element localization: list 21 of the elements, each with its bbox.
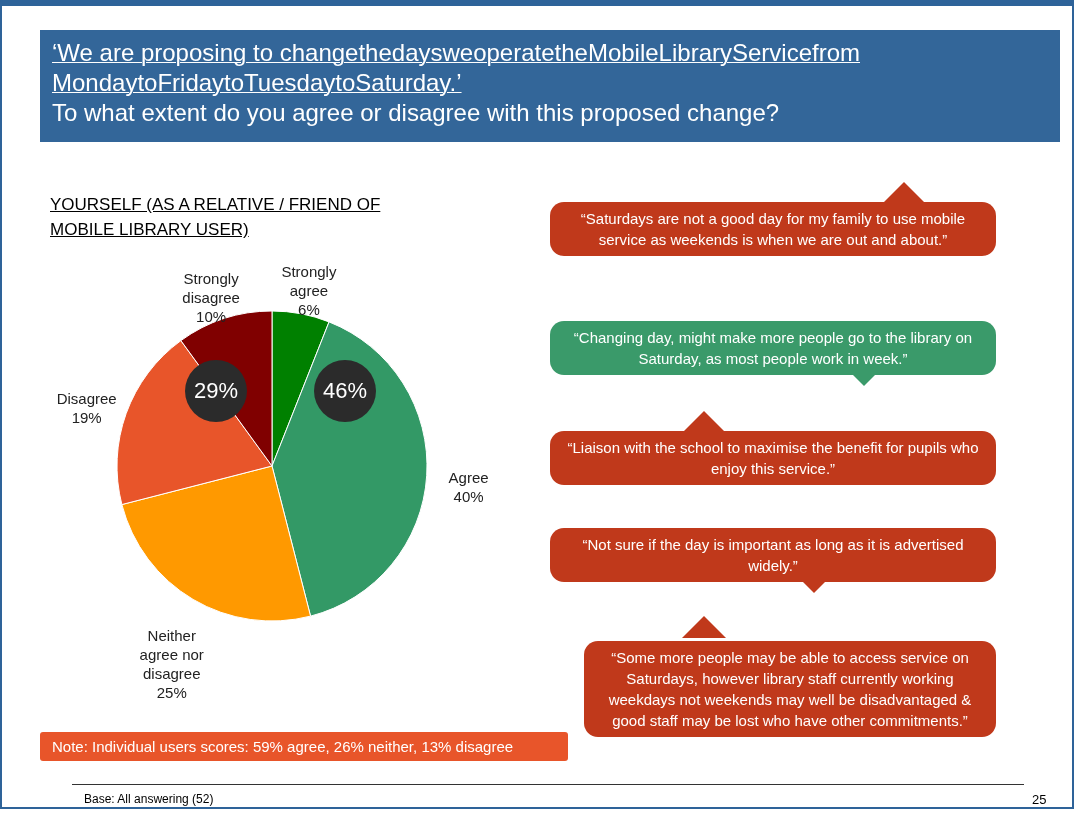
chart-subtitle: To what extent do you agree or disagree with this proposed change? <box>52 98 781 128</box>
data-label: 40% <box>453 488 484 506</box>
data-label: 19% <box>71 409 102 427</box>
text: YOURSELF (AS A RELATIVE / FRIEND OF MOBILE LIBRARY USER) <box>50 194 382 241</box>
slice-label: Neither agree nor disagree <box>139 626 204 682</box>
text: “Liaison with the school to maximise the benefit for pupils who enjoy this service.” <box>550 431 996 485</box>
text: “Changing day, might make more people go to the library on Saturday, as most people work in week.” <box>550 321 996 375</box>
data-label: 6% <box>298 301 320 319</box>
slice-label: Strongly agree <box>281 263 337 300</box>
slice-label: Agree <box>448 469 489 487</box>
text: “Some more people may be able to access service on Saturdays, however library staff currently working weekdays not weekends may well be disadvantaged & good staff may be lost who have other commitments.” <box>584 641 996 737</box>
data-label: 25% <box>156 683 187 701</box>
text: “Saturdays are not a good day for my family to use mobile service as weekends is when we are out and about.” <box>550 202 996 256</box>
slice-label: Strongly disagree <box>182 269 240 306</box>
chart-title: ‘We are proposing to changethedaysweoperatetheMobileLibraryServicefrom MondaytoFridaytoTuesdaytoSaturday.’ <box>52 38 861 98</box>
text: Base: All answering (52) <box>84 792 215 806</box>
text: Note: Individual users scores: 59% agree, 26% neither, 13% disagree <box>40 732 568 761</box>
data-label: 10% <box>196 307 227 325</box>
text: 25 <box>1032 792 1048 807</box>
slice-label: Disagree <box>56 390 117 408</box>
text: “Not sure if the day is important as long as it is advertised widely.” <box>550 528 996 582</box>
